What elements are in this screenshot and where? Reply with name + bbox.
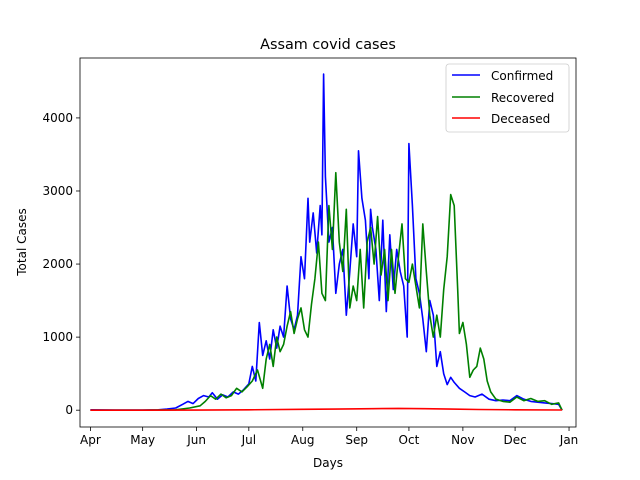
legend-confirmed-label: Confirmed	[491, 69, 553, 83]
x-tick-label: Sep	[345, 433, 368, 447]
legend-deceased-label: Deceased	[491, 112, 550, 126]
y-tick-label: 2000	[42, 257, 73, 271]
x-tick-label: Nov	[451, 433, 474, 447]
series-line-recovered	[90, 171, 563, 412]
y-tick-label: 0	[65, 403, 73, 417]
chart-title: Assam covid cases	[260, 37, 396, 53]
x-tick-label: Aug	[291, 433, 314, 447]
x-tick-label: Apr	[80, 433, 101, 447]
x-tick-label: Oct	[399, 433, 420, 447]
x-axis-ticks: Apr May Jun Jul Aug Sep Oct Nov Dec Jan	[80, 427, 578, 447]
plot-frame	[79, 57, 577, 428]
x-tick-label: Jan	[559, 433, 579, 447]
y-tick-label: 4000	[42, 111, 73, 125]
legend-recovered-label: Recovered	[491, 91, 554, 105]
y-axis-label: Total Cases	[15, 208, 29, 276]
x-tick-label: Jun	[186, 433, 206, 447]
y-tick-label: 3000	[42, 184, 73, 198]
x-tick-label: Dec	[503, 433, 526, 447]
x-axis-label: Days	[313, 456, 343, 470]
y-tick-label: 1000	[42, 330, 73, 344]
y-axis-ticks: 0 1000 2000 3000 4000	[42, 111, 80, 417]
series-layer	[90, 73, 563, 412]
x-tick-label: Jul	[241, 433, 256, 447]
series-line-deceased	[90, 407, 563, 412]
legend: Confirmed Recovered Deceased	[445, 63, 570, 133]
x-tick-label: May	[130, 433, 155, 447]
legend-box	[445, 63, 570, 133]
series-line-confirmed	[90, 73, 563, 411]
